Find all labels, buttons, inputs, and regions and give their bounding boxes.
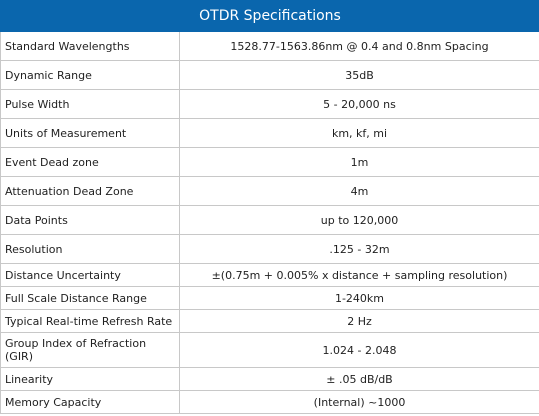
spec-value-dynamic-range: 35dB xyxy=(179,60,539,90)
table-row: Distance Uncertainty ±(0.75m + 0.005% x … xyxy=(0,263,539,287)
spec-label-units-of-measurement: Units of Measurement xyxy=(0,118,180,148)
spec-value-units-of-measurement: km, kf, mi xyxy=(179,118,539,148)
spec-value-group-index-of-refraction: 1.024 - 2.048 xyxy=(179,332,539,368)
spec-label-full-scale-distance-range: Full Scale Distance Range xyxy=(0,286,180,310)
table-row: Data Points up to 120,000 xyxy=(0,205,539,235)
table-row: Typical Real-time Refresh Rate 2 Hz xyxy=(0,309,539,333)
spec-value-linearity: ± .05 dB/dB xyxy=(179,367,539,391)
spec-label-attenuation-dead-zone: Attenuation Dead Zone xyxy=(0,176,180,206)
table-row: Standard Wavelengths 1528.77-1563.86nm @… xyxy=(0,31,539,61)
spec-value-standard-wavelengths: 1528.77-1563.86nm @ 0.4 and 0.8nm Spacin… xyxy=(179,31,539,61)
spec-label-typical-real-time-refresh-rate: Typical Real-time Refresh Rate xyxy=(0,309,180,333)
spec-value-pulse-width: 5 - 20,000 ns xyxy=(179,89,539,119)
table-row: Event Dead zone 1m xyxy=(0,147,539,177)
table-row: Resolution .125 - 32m xyxy=(0,234,539,264)
table-row: Group Index of Refraction (GIR) 1.024 - … xyxy=(0,332,539,368)
table-row: Units of Measurement km, kf, mi xyxy=(0,118,539,148)
spec-value-data-points: up to 120,000 xyxy=(179,205,539,235)
spec-value-distance-uncertainty: ±(0.75m + 0.005% x distance + sampling r… xyxy=(179,263,539,287)
spec-value-resolution: .125 - 32m xyxy=(179,234,539,264)
spec-label-dynamic-range: Dynamic Range xyxy=(0,60,180,90)
spec-value-typical-real-time-refresh-rate: 2 Hz xyxy=(179,309,539,333)
spec-value-attenuation-dead-zone: 4m xyxy=(179,176,539,206)
spec-value-event-dead-zone: 1m xyxy=(179,147,539,177)
table-row: Pulse Width 5 - 20,000 ns xyxy=(0,89,539,119)
spec-label-pulse-width: Pulse Width xyxy=(0,89,180,119)
spec-label-event-dead-zone: Event Dead zone xyxy=(0,147,180,177)
table-title: OTDR Specifications xyxy=(0,0,539,32)
spec-label-linearity: Linearity xyxy=(0,367,180,391)
spec-value-memory-capacity: (Internal) ~1000 xyxy=(179,390,539,414)
table-row: Dynamic Range 35dB xyxy=(0,60,539,90)
spec-label-standard-wavelengths: Standard Wavelengths xyxy=(0,31,180,61)
table-header-row: OTDR Specifications xyxy=(0,0,539,32)
table-row: Attenuation Dead Zone 4m xyxy=(0,176,539,206)
spec-label-distance-uncertainty: Distance Uncertainty xyxy=(0,263,180,287)
table-row: Memory Capacity (Internal) ~1000 xyxy=(0,390,539,414)
spec-label-group-index-of-refraction: Group Index of Refraction (GIR) xyxy=(0,332,180,368)
spec-label-resolution: Resolution xyxy=(0,234,180,264)
spec-label-data-points: Data Points xyxy=(0,205,180,235)
table-row: Linearity ± .05 dB/dB xyxy=(0,367,539,391)
table-row: Full Scale Distance Range 1-240km xyxy=(0,286,539,310)
spec-value-full-scale-distance-range: 1-240km xyxy=(179,286,539,310)
spec-label-memory-capacity: Memory Capacity xyxy=(0,390,180,414)
